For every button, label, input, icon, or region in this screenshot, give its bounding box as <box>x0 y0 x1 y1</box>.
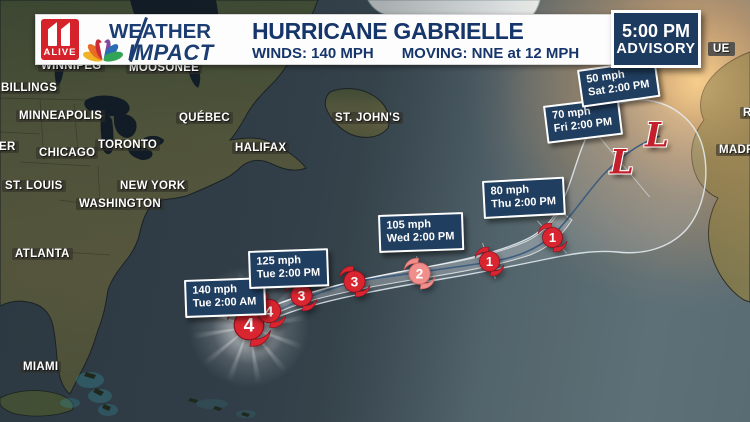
forecast-valid-time: Thu 2:00 PM <box>490 195 557 211</box>
city-label: TORONTO <box>95 139 161 151</box>
low-pressure-symbol: L <box>645 115 669 156</box>
svg-text:3: 3 <box>350 274 358 289</box>
hurricane-symbol-cat1: 1 <box>537 222 568 253</box>
winds-stat: WINDS: 140 MPH <box>252 45 374 63</box>
brand-impact-word: IMPACT <box>128 40 214 65</box>
city-label: CHICAGO <box>36 147 99 159</box>
city-label: MADR <box>716 144 750 156</box>
low-pressure-symbol: L <box>610 142 634 183</box>
forecast-valid-time: Tue 2:00 PM <box>256 266 321 282</box>
moving-stat: MOVING: NNE at 12 MPH <box>401 45 580 63</box>
forecast-point-label: 125 mph Tue 2:00 PM <box>248 248 330 289</box>
svg-text:1: 1 <box>485 254 492 269</box>
svg-text:1: 1 <box>548 230 555 245</box>
city-label: R <box>740 107 750 119</box>
forecast-point-label: 105 mph Wed 2:00 PM <box>378 212 464 253</box>
forecast-valid-time: Wed 2:00 PM <box>386 230 455 246</box>
station-name: ALIVE <box>43 47 77 58</box>
hurricane-symbol-cat1: 1 <box>474 246 505 277</box>
city-label: NEW YORK <box>117 180 189 192</box>
city-label: QUÉBEC <box>176 112 234 124</box>
city-label: ATLANTA <box>12 248 73 260</box>
city-label: ST. JOHN'S <box>332 112 404 124</box>
hurricane-symbol-cat2: 2 <box>403 257 436 290</box>
forecast-valid-time: Tue 2:00 AM <box>192 295 257 311</box>
svg-text:4: 4 <box>265 303 274 320</box>
hurricane-symbol-cat3: 3 <box>338 265 371 298</box>
city-label: ER <box>0 141 19 153</box>
header-bar: ALIVE WEATHER IMPACT HURRICANE GABRIELLE… <box>35 14 615 65</box>
city-label: MIAMI <box>20 361 62 373</box>
storm-title: HURRICANE GABRIELLE <box>252 18 524 44</box>
advisory-time-box: 5:00 PM ADVISORY <box>611 10 701 68</box>
headline-block: HURRICANE GABRIELLE WINDS: 140 MPH MOVING… <box>252 19 579 62</box>
city-label: WASHINGTON <box>76 198 165 210</box>
forecast-point-label: 80 mph Thu 2:00 PM <box>482 176 566 219</box>
advisory-label: ADVISORY <box>616 41 696 58</box>
city-label: UE <box>708 42 735 56</box>
city-label: MINNEAPOLIS <box>16 110 106 122</box>
advisory-time: 5:00 PM <box>621 20 691 41</box>
logo-numeral-bar <box>48 22 57 46</box>
station-logo-11alive: ALIVE <box>41 19 79 60</box>
storm-stats: WINDS: 140 MPH MOVING: NNE at 12 MPH <box>252 45 579 62</box>
city-label: HALIFAX <box>232 142 290 154</box>
logo-numeral-bar <box>61 22 70 46</box>
city-label: ST. LOUIS <box>2 180 66 192</box>
svg-text:3: 3 <box>297 288 305 303</box>
svg-text:2: 2 <box>415 266 423 281</box>
city-label: BILLINGS <box>0 82 61 94</box>
